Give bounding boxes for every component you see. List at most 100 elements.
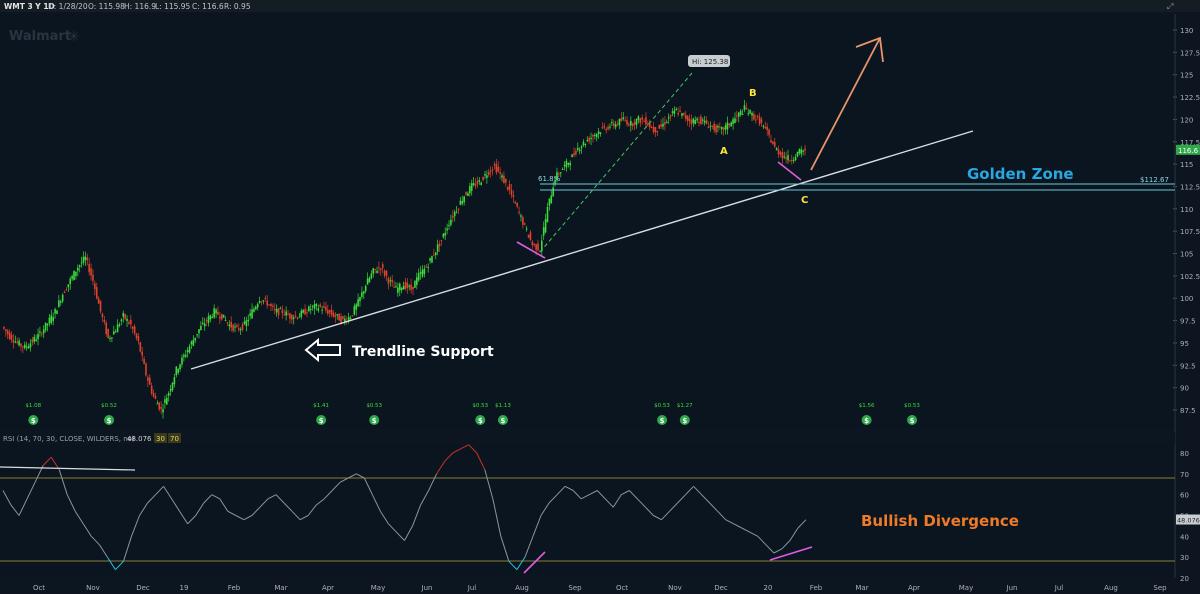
candle-body — [241, 324, 244, 330]
candle-body — [71, 276, 73, 279]
high-label: H: 116.9 — [124, 2, 156, 11]
expand-icon[interactable]: ⤢ — [1166, 2, 1173, 11]
rsi-segment — [2, 490, 12, 506]
candle-body — [700, 116, 702, 124]
candlestick-series — [3, 99, 806, 419]
dividend-icon[interactable] — [907, 415, 918, 425]
rsi-segment — [356, 473, 365, 479]
candle-body — [239, 329, 242, 331]
dividend-icon[interactable] — [679, 415, 690, 425]
rsi-tick-label: 70 — [1180, 471, 1189, 479]
rsi-segment — [179, 511, 189, 525]
price-tick-label: 127.5 — [1180, 49, 1200, 57]
candle-body — [247, 319, 250, 322]
event-value-label: $0.53 — [904, 403, 920, 409]
candle-body — [518, 211, 520, 213]
candle-body — [97, 298, 100, 304]
candle-body — [181, 357, 183, 365]
candle-body — [590, 137, 592, 139]
dividend-icon[interactable] — [104, 415, 115, 425]
candle-body — [594, 134, 596, 136]
rsi-segment — [733, 523, 742, 529]
dividend-icon[interactable] — [497, 415, 508, 425]
candle-body — [741, 113, 744, 115]
candle-body — [694, 120, 697, 125]
dividend-icon[interactable] — [861, 415, 872, 425]
candle-body — [692, 118, 695, 124]
candle-body — [666, 122, 668, 124]
candle-body — [558, 173, 560, 175]
candle-body — [12, 339, 15, 343]
price-tick-label: 97.5 — [1180, 318, 1196, 326]
rsi-segment — [468, 444, 478, 454]
price-tick-label: 117.5 — [1180, 139, 1200, 147]
dividend-icon[interactable] — [369, 415, 380, 425]
candle-body — [455, 211, 458, 213]
candle-body — [459, 200, 462, 205]
events-row: $1.08 $ $0.52 $ $1.41 $ $0.53 $ $0.53 $ $1.13 $ $0.5… — [25, 403, 920, 425]
candle-body — [707, 126, 710, 129]
candle-body — [361, 292, 363, 297]
candle-body — [641, 117, 643, 120]
candle-body — [75, 271, 77, 276]
candle-body — [387, 278, 390, 284]
candle-body — [620, 118, 623, 121]
candle-body — [20, 343, 22, 347]
trendline-support — [190, 130, 974, 370]
time-tick-label: Apr — [322, 584, 334, 592]
candle-body — [414, 280, 416, 288]
candle-body — [429, 258, 431, 261]
candle-body — [612, 123, 615, 126]
candle-body — [196, 334, 198, 336]
candle-body — [294, 315, 297, 317]
candle-body — [202, 322, 204, 324]
rsi-segment — [789, 527, 799, 541]
rsi-segment — [484, 469, 494, 499]
candle-body — [790, 159, 793, 161]
candle-body — [550, 195, 553, 204]
candle-body — [747, 113, 750, 115]
candle-body — [16, 341, 19, 343]
dividend-icon[interactable] — [316, 415, 327, 425]
candle-body — [107, 328, 109, 338]
candle-body — [469, 186, 471, 194]
candle-body — [264, 298, 267, 300]
candle-body — [567, 162, 570, 165]
candle-body — [63, 291, 66, 294]
candle-body — [671, 111, 674, 113]
candle-body — [753, 113, 755, 120]
candle-body — [772, 141, 774, 145]
candle-body — [732, 119, 734, 124]
candle-body — [406, 282, 409, 289]
rsi-segment — [227, 510, 237, 516]
dividend-icon[interactable] — [657, 415, 668, 425]
candle-body — [298, 316, 301, 318]
candle-body — [364, 285, 367, 292]
dividend-icon[interactable] — [475, 415, 486, 425]
rsi-segment — [131, 515, 140, 537]
candle-body — [67, 284, 70, 288]
price-tick-label: 102.5 — [1180, 273, 1200, 281]
candle-body — [544, 219, 547, 233]
rsi-label[interactable]: RSI (14, 70, 30, CLOSE, WILDERS, no) — [3, 435, 135, 443]
candle-body — [499, 172, 501, 174]
walmart-watermark: Walmart — [9, 29, 71, 44]
candle-body — [130, 319, 132, 325]
rsi-segment — [524, 536, 534, 558]
symbol-label[interactable]: WMT 3 Y 1D — [4, 2, 55, 11]
candle-body — [505, 178, 507, 183]
candle-body — [743, 105, 746, 110]
candle-body — [789, 160, 791, 162]
candle-body — [514, 202, 517, 204]
candle-body — [391, 280, 393, 283]
candle-body — [614, 124, 617, 128]
dividend-icon[interactable] — [28, 415, 39, 425]
candle-body — [128, 322, 130, 324]
candle-body — [18, 340, 20, 346]
time-tick-label: Apr — [908, 584, 920, 592]
candle-body — [251, 309, 253, 319]
candle-body — [713, 123, 715, 131]
candle-body — [321, 309, 323, 311]
rsi-segment — [388, 523, 397, 533]
rsi-overbought-text: 30 — [156, 435, 165, 443]
